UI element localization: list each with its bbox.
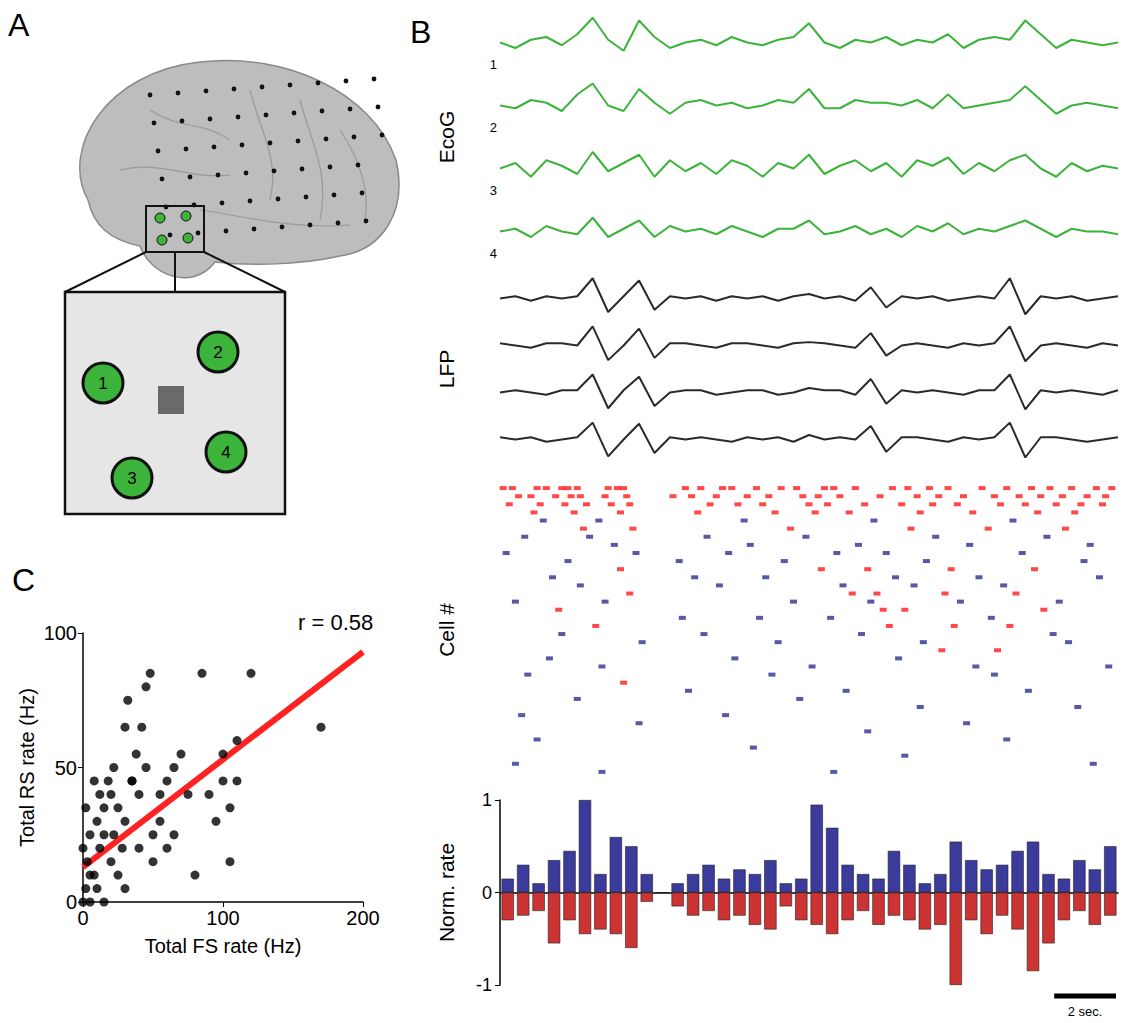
svg-text:2: 2 [213, 343, 222, 362]
svg-text:3: 3 [490, 183, 497, 198]
svg-text:0: 0 [482, 883, 492, 903]
svg-text:Norm. rate: Norm. rate [435, 843, 458, 942]
svg-text:Total FS rate (Hz): Total FS rate (Hz) [145, 935, 302, 957]
svg-text:0: 0 [77, 907, 88, 929]
svg-text:1: 1 [490, 57, 497, 72]
svg-text:r = 0.58: r = 0.58 [298, 610, 373, 635]
svg-text:2: 2 [490, 120, 497, 135]
svg-text:C: C [12, 562, 35, 598]
svg-text:100: 100 [206, 907, 239, 929]
svg-text:50: 50 [55, 757, 77, 779]
svg-text:0: 0 [66, 891, 77, 913]
svg-text:Total RS rate (Hz): Total RS rate (Hz) [16, 688, 38, 847]
svg-text:1: 1 [482, 790, 492, 810]
svg-text:3: 3 [127, 469, 136, 488]
svg-text:LFP: LFP [435, 350, 458, 389]
svg-text:200: 200 [346, 907, 379, 929]
svg-text:-1: -1 [476, 975, 492, 995]
svg-text:4: 4 [221, 443, 230, 462]
svg-text:EcoG: EcoG [435, 111, 458, 164]
svg-text:1: 1 [98, 374, 107, 393]
svg-text:4: 4 [490, 246, 497, 261]
svg-text:100: 100 [44, 622, 77, 644]
svg-text:A: A [8, 7, 30, 43]
svg-text:B: B [410, 14, 431, 50]
svg-text:2 sec.: 2 sec. [1068, 1004, 1103, 1019]
svg-text:Cell #: Cell # [435, 603, 458, 657]
